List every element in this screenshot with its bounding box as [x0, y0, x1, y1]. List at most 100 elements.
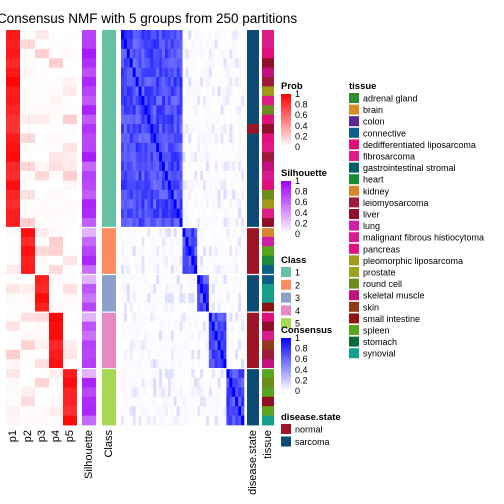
silhouette-cell — [82, 415, 96, 426]
consensus-cell — [167, 359, 172, 369]
consensus-cell — [223, 86, 227, 97]
consensus-cell — [220, 265, 224, 275]
consensus-cell — [211, 387, 216, 398]
class-cell — [102, 161, 116, 172]
consensus-cell — [156, 236, 160, 247]
consensus-cell — [217, 359, 221, 369]
consensus-cell — [121, 274, 125, 285]
consensus-cell — [191, 415, 195, 426]
consensus-cell — [188, 189, 192, 200]
consensus-cell — [241, 67, 245, 78]
consensus-cell — [141, 105, 145, 115]
consensus-cell — [138, 58, 142, 68]
consensus-cell — [217, 396, 221, 407]
consensus-cell — [132, 349, 136, 360]
consensus-cell — [121, 349, 125, 360]
consensus-cell — [123, 67, 128, 78]
consensus-cell — [176, 377, 180, 388]
consensus-cell — [229, 48, 233, 59]
consensus-cell — [159, 124, 163, 134]
consensus-cell — [229, 246, 233, 257]
consensus-cell — [191, 330, 195, 341]
consensus-cell — [123, 86, 128, 97]
consensus-cell — [179, 274, 183, 285]
disease-state-cell — [247, 199, 259, 210]
consensus-cell — [188, 349, 192, 360]
consensus-cell — [126, 406, 131, 416]
consensus-cell — [223, 396, 227, 407]
consensus-cell — [200, 133, 204, 144]
consensus-cell — [170, 199, 175, 209]
consensus-cell — [144, 368, 148, 379]
consensus-cell — [235, 349, 239, 360]
consensus-cell — [159, 218, 163, 228]
consensus-cell — [159, 227, 163, 238]
consensus-cell — [129, 255, 134, 266]
consensus-cell — [241, 124, 245, 134]
consensus-cell — [191, 208, 195, 219]
consensus-cell — [121, 95, 125, 106]
disease-state-cell — [247, 105, 259, 116]
disease-state-legend-title: disease.state — [281, 412, 341, 423]
consensus-cell — [211, 293, 216, 304]
consensus-cell — [241, 199, 245, 209]
consensus-cell — [129, 67, 134, 78]
consensus-cell — [205, 67, 210, 78]
consensus-cell — [179, 312, 183, 322]
consensus-cell — [170, 377, 175, 388]
consensus-cell — [191, 152, 195, 162]
consensus-cell — [162, 171, 166, 181]
consensus-cell — [238, 95, 242, 106]
consensus-cell — [211, 208, 216, 219]
consensus-cell — [208, 171, 213, 181]
consensus-cell — [203, 227, 207, 238]
consensus-cell — [153, 189, 157, 200]
consensus-cell — [203, 86, 207, 97]
consensus-cell — [135, 387, 139, 398]
consensus-cell — [200, 124, 204, 134]
consensus-cell — [211, 48, 216, 59]
consensus-cell — [144, 302, 148, 313]
consensus-cell — [176, 302, 180, 313]
consensus-cell — [135, 218, 139, 228]
consensus-cell — [162, 95, 166, 106]
consensus-cell — [241, 86, 245, 97]
class-cell — [102, 406, 116, 416]
consensus-cell — [150, 30, 154, 40]
consensus-cell — [138, 293, 142, 304]
consensus-cell — [135, 142, 139, 153]
prob-cell — [35, 208, 49, 219]
consensus-cell — [135, 152, 139, 162]
consensus-cell — [220, 368, 224, 379]
consensus-cell — [217, 58, 221, 68]
prob-cell — [21, 161, 35, 172]
consensus-cell — [232, 114, 236, 125]
consensus-cell — [162, 30, 166, 40]
prob-cell — [63, 114, 77, 125]
prob-legend-tick-label: 0.6 — [295, 110, 308, 120]
prob-cell — [49, 105, 63, 116]
disease-state-cell — [247, 349, 259, 360]
class-cell — [102, 321, 116, 332]
consensus-cell — [164, 265, 169, 275]
consensus-cell — [203, 415, 207, 426]
consensus-cell — [200, 58, 204, 68]
consensus-cell — [194, 48, 198, 59]
consensus-cell — [164, 133, 169, 144]
consensus-cell — [150, 124, 154, 134]
consensus-cell — [217, 387, 221, 398]
consensus-cell — [235, 208, 239, 219]
consensus-cell — [129, 330, 134, 341]
consensus-cell — [226, 86, 230, 97]
consensus-cell — [121, 39, 125, 50]
consensus-cell — [229, 349, 233, 360]
consensus-cell — [123, 330, 128, 341]
consensus-cell — [197, 133, 201, 144]
consensus-cell — [208, 340, 213, 351]
consensus-cell — [126, 368, 131, 379]
consensus-cell — [121, 105, 125, 115]
prob-cell — [63, 312, 77, 322]
prob-cell — [35, 377, 49, 388]
consensus-cell — [121, 246, 125, 257]
consensus-cell — [194, 95, 198, 106]
